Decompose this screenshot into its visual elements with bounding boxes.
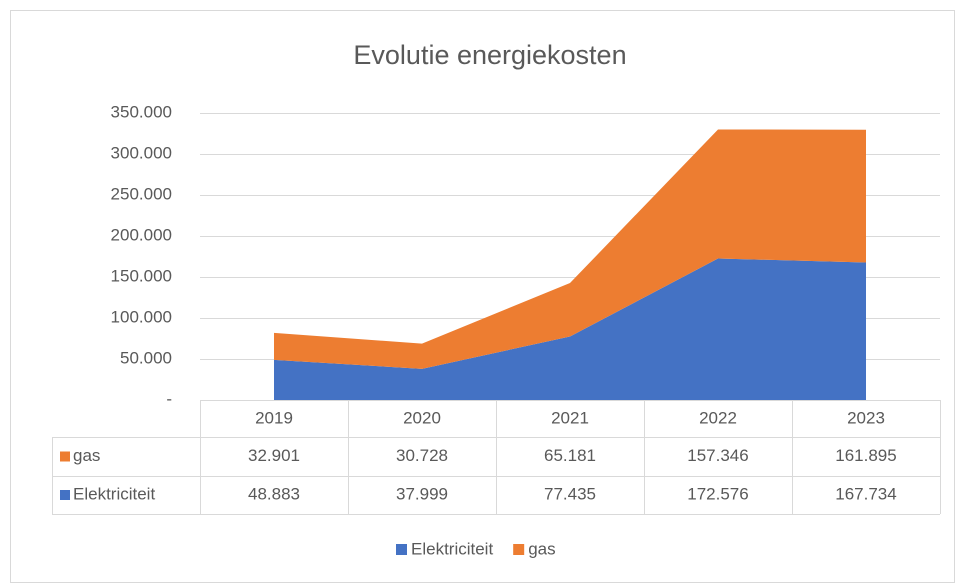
chart-title: Evolutie energiekosten (353, 40, 626, 70)
table-cell: 77.435 (544, 484, 596, 503)
table-cell: 37.999 (396, 484, 448, 503)
table-cell: 30.728 (396, 446, 448, 465)
area (274, 129, 866, 369)
legend-label: gas (528, 539, 555, 558)
x-tick-label: 2020 (403, 408, 441, 427)
x-tick-label: 2019 (255, 408, 293, 427)
legend-key (396, 544, 407, 555)
y-tick-label: 250.000 (111, 184, 172, 203)
table-cell: 167.734 (835, 484, 896, 503)
table-legend-key (60, 451, 70, 462)
table-cell: 172.576 (687, 484, 748, 503)
table-cell: 161.895 (835, 446, 896, 465)
area (274, 258, 866, 400)
y-tick-label: - (166, 389, 172, 408)
y-tick-label: 150.000 (111, 266, 172, 285)
table-cell: 65.181 (544, 446, 596, 465)
y-tick-label: 300.000 (111, 143, 172, 162)
table-row-label: Elektriciteit (73, 484, 155, 503)
legend-key (513, 544, 525, 555)
x-tick-label: 2022 (699, 408, 737, 427)
table-row-label: gas (73, 446, 100, 465)
x-tick-label: 2023 (847, 408, 885, 427)
table-cell: 157.346 (687, 446, 748, 465)
table-legend-key (60, 490, 70, 500)
legend-label: Elektriciteit (411, 539, 493, 558)
y-tick-label: 50.000 (120, 348, 172, 367)
x-tick-label: 2021 (551, 408, 589, 427)
table-cell: 32.901 (248, 446, 300, 465)
y-tick-label: 200.000 (111, 225, 172, 244)
table-cell: 48.883 (248, 484, 300, 503)
y-tick-label: 100.000 (111, 307, 172, 326)
y-tick-label: 350.000 (111, 102, 172, 121)
